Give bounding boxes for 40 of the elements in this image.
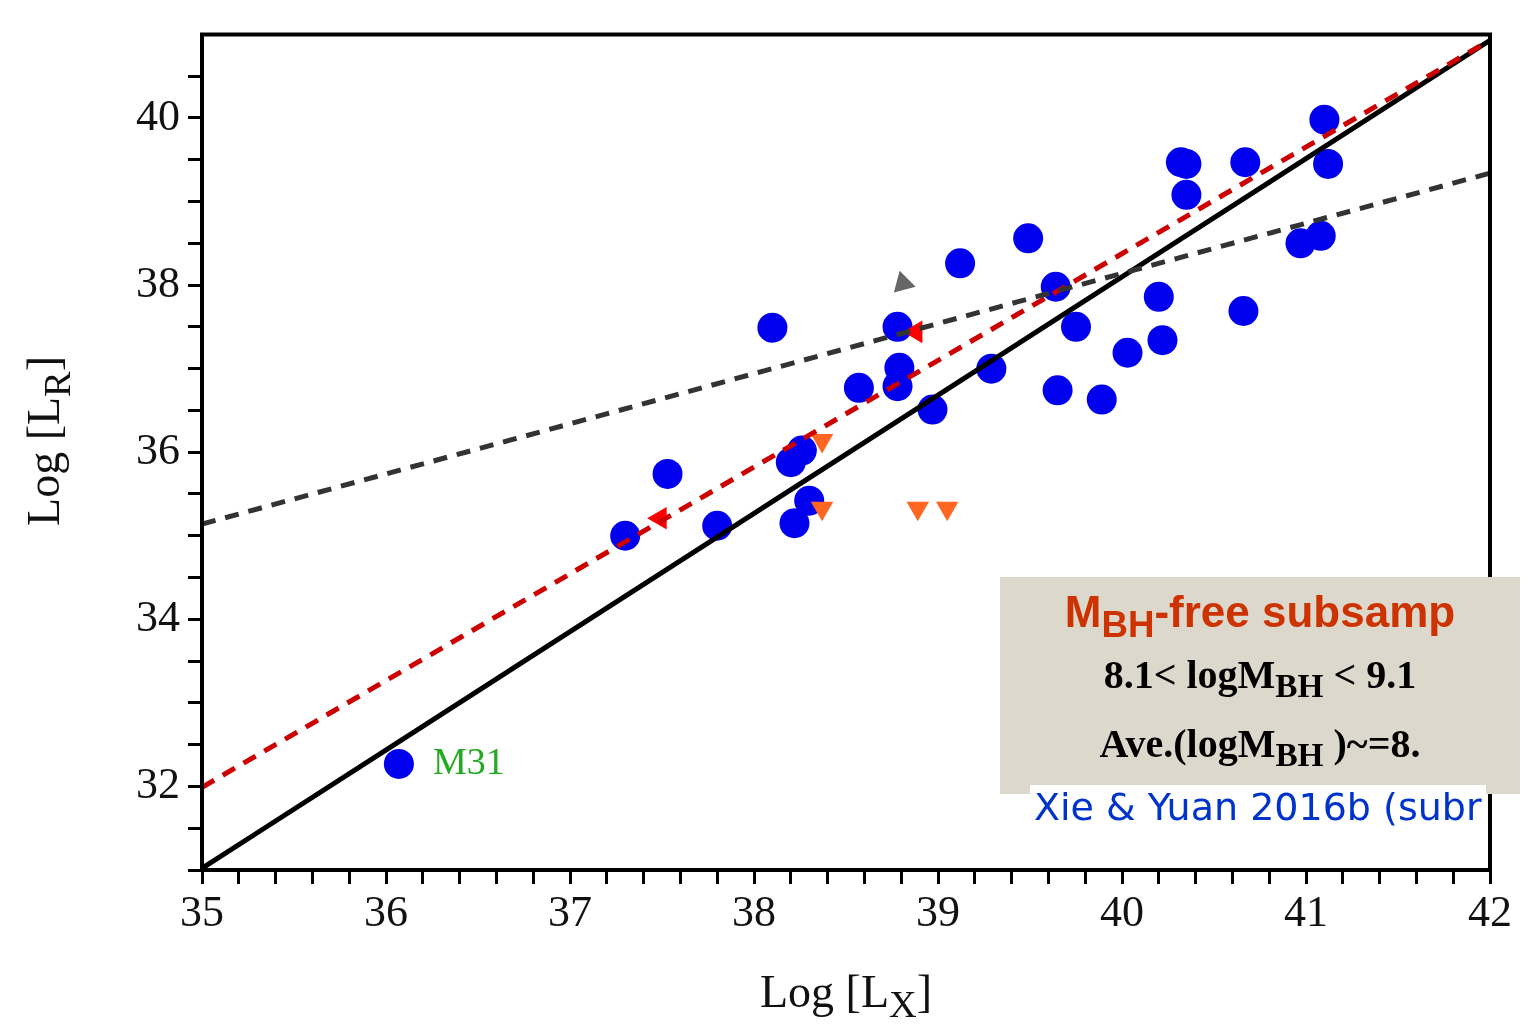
- y-tick-label: 38: [136, 257, 180, 307]
- point: [652, 458, 683, 489]
- point: [1143, 281, 1174, 312]
- point: [1042, 375, 1073, 406]
- y-tick-label: 34: [136, 591, 180, 641]
- x-axis-title: Log [L$_{X}$]: [759, 965, 933, 1027]
- annotation: M$_{BH}$-free subsamp: [1063, 587, 1457, 646]
- point: [843, 372, 874, 403]
- point: [1309, 104, 1340, 135]
- point: [1228, 295, 1259, 326]
- point: [1313, 148, 1344, 179]
- x-tick-label: 36: [364, 886, 408, 936]
- x-tick-label: 42: [1468, 886, 1512, 936]
- point: [1305, 220, 1336, 251]
- point: [757, 312, 788, 343]
- point: [893, 270, 916, 293]
- point: [779, 508, 810, 539]
- x-tick-label: 39: [916, 886, 960, 936]
- point: [1086, 384, 1117, 415]
- point: [1112, 337, 1143, 368]
- point: [1013, 223, 1044, 254]
- point: [1171, 179, 1202, 210]
- y-tick-label: 40: [136, 90, 180, 140]
- x-tick-label: 38: [732, 886, 776, 936]
- point: [786, 435, 817, 466]
- point: [945, 248, 976, 279]
- annotation: Ave.(logM$_{BH}$ )~=8.: [1098, 719, 1422, 775]
- annotation: 8.1< logM$_{BH}$ < 9.1: [1102, 650, 1418, 706]
- point: [1147, 325, 1178, 356]
- x-tick-label: 35: [180, 886, 224, 936]
- y-tick-label: 32: [136, 759, 180, 808]
- point: [383, 748, 414, 779]
- x-tick-label: 41: [1284, 886, 1328, 936]
- point: [1230, 147, 1261, 178]
- annotation: Xie & Yuan 2016b (subr: [1030, 785, 1486, 829]
- point: [1061, 311, 1091, 342]
- y-tick-label: 36: [136, 424, 180, 474]
- annotation: M31: [432, 739, 505, 782]
- x-tick-label: 37: [548, 886, 592, 936]
- x-tick-label: 40: [1100, 886, 1144, 936]
